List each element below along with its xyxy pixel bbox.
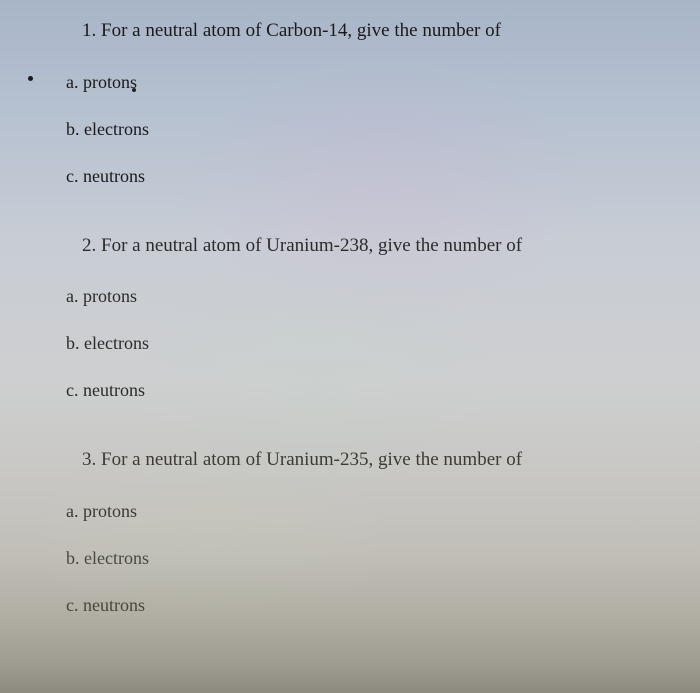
item-letter: c. bbox=[66, 166, 79, 186]
item-letter: c. bbox=[66, 595, 79, 615]
question-prompt: 2. For a neutral atom of Uranium-238, gi… bbox=[82, 233, 670, 259]
item-letter: a. bbox=[66, 286, 79, 306]
list-item: c. neutrons bbox=[66, 380, 670, 401]
list-item: b. electrons bbox=[66, 333, 670, 354]
item-letter: b. bbox=[66, 333, 80, 353]
item-letter: a. bbox=[66, 501, 79, 521]
item-letter: b. bbox=[66, 548, 80, 568]
item-label: neutrons bbox=[83, 595, 145, 615]
decorative-dot bbox=[28, 76, 33, 81]
item-label: electrons bbox=[84, 119, 149, 139]
list-item: a. protons bbox=[66, 501, 670, 522]
question-3: 3. For a neutral atom of Uranium-235, gi… bbox=[60, 447, 670, 616]
list-item: a. protons bbox=[66, 72, 670, 93]
question-number: 3. bbox=[82, 449, 96, 470]
list-item: b. electrons bbox=[66, 119, 670, 140]
item-letter: c. bbox=[66, 380, 79, 400]
list-item: a. protons bbox=[66, 286, 670, 307]
answer-list: a. protons b. electrons c. neutrons bbox=[60, 501, 670, 616]
item-label: electrons bbox=[84, 333, 149, 353]
question-prompt: 1. For a neutral atom of Carbon-14, give… bbox=[82, 18, 670, 44]
list-item: b. electrons bbox=[66, 548, 670, 569]
question-number: 1. bbox=[82, 20, 96, 41]
answer-list: a. protons b. electrons c. neutrons bbox=[60, 286, 670, 401]
item-label: protons bbox=[83, 501, 137, 521]
question-text: For a neutral atom of Uranium-235, give … bbox=[101, 449, 522, 470]
decorative-dot bbox=[132, 88, 136, 92]
question-1: 1. For a neutral atom of Carbon-14, give… bbox=[60, 18, 670, 187]
question-text: For a neutral atom of Carbon-14, give th… bbox=[101, 20, 501, 41]
item-letter: b. bbox=[66, 119, 80, 139]
item-label: electrons bbox=[84, 548, 149, 568]
item-label: protons bbox=[83, 72, 137, 92]
item-letter: a. bbox=[66, 72, 79, 92]
question-2: 2. For a neutral atom of Uranium-238, gi… bbox=[60, 233, 670, 402]
question-number: 2. bbox=[82, 235, 96, 256]
question-prompt: 3. For a neutral atom of Uranium-235, gi… bbox=[82, 447, 670, 473]
list-item: c. neutrons bbox=[66, 595, 670, 616]
item-label: protons bbox=[83, 286, 137, 306]
item-label: neutrons bbox=[83, 380, 145, 400]
question-text: For a neutral atom of Uranium-238, give … bbox=[101, 235, 522, 256]
item-label: neutrons bbox=[83, 166, 145, 186]
answer-list: a. protons b. electrons c. neutrons bbox=[60, 72, 670, 187]
list-item: c. neutrons bbox=[66, 166, 670, 187]
